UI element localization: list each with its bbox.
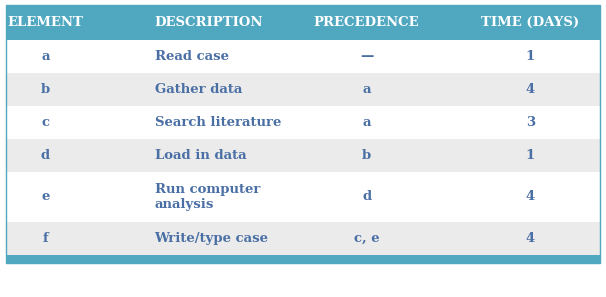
Text: b: b	[362, 149, 371, 162]
Text: a: a	[362, 83, 371, 96]
Text: —: —	[360, 50, 373, 63]
Text: a: a	[362, 116, 371, 129]
Text: a: a	[41, 50, 50, 63]
Bar	[6, 222, 600, 255]
Text: TIME (DAYS): TIME (DAYS)	[481, 16, 579, 29]
Bar	[6, 139, 600, 172]
Text: c: c	[41, 116, 50, 129]
Text: Read case: Read case	[155, 50, 228, 63]
Text: d: d	[41, 149, 50, 162]
Text: 4: 4	[525, 232, 535, 245]
Text: Load in data: Load in data	[155, 149, 246, 162]
Text: c, e: c, e	[354, 232, 379, 245]
Bar	[6, 40, 600, 73]
Bar	[6, 5, 600, 40]
Text: d: d	[362, 190, 371, 203]
Text: Search literature: Search literature	[155, 116, 281, 129]
Text: PRECEDENCE: PRECEDENCE	[314, 16, 419, 29]
Text: 4: 4	[525, 83, 535, 96]
Text: 4: 4	[525, 190, 535, 203]
Text: DESCRIPTION: DESCRIPTION	[155, 16, 263, 29]
Text: 1: 1	[525, 149, 535, 162]
Bar	[6, 106, 600, 139]
Text: e: e	[41, 190, 50, 203]
Text: f: f	[42, 232, 48, 245]
Bar	[6, 73, 600, 106]
Text: b: b	[41, 83, 50, 96]
Bar	[6, 172, 600, 222]
Text: 1: 1	[525, 50, 535, 63]
Bar	[6, 255, 600, 263]
Text: Run computer
analysis: Run computer analysis	[155, 183, 260, 211]
Text: Gather data: Gather data	[155, 83, 242, 96]
Text: 3: 3	[525, 116, 535, 129]
Text: ELEMENT: ELEMENT	[7, 16, 84, 29]
Bar	[6, 5, 600, 263]
Text: Write/type case: Write/type case	[155, 232, 268, 245]
